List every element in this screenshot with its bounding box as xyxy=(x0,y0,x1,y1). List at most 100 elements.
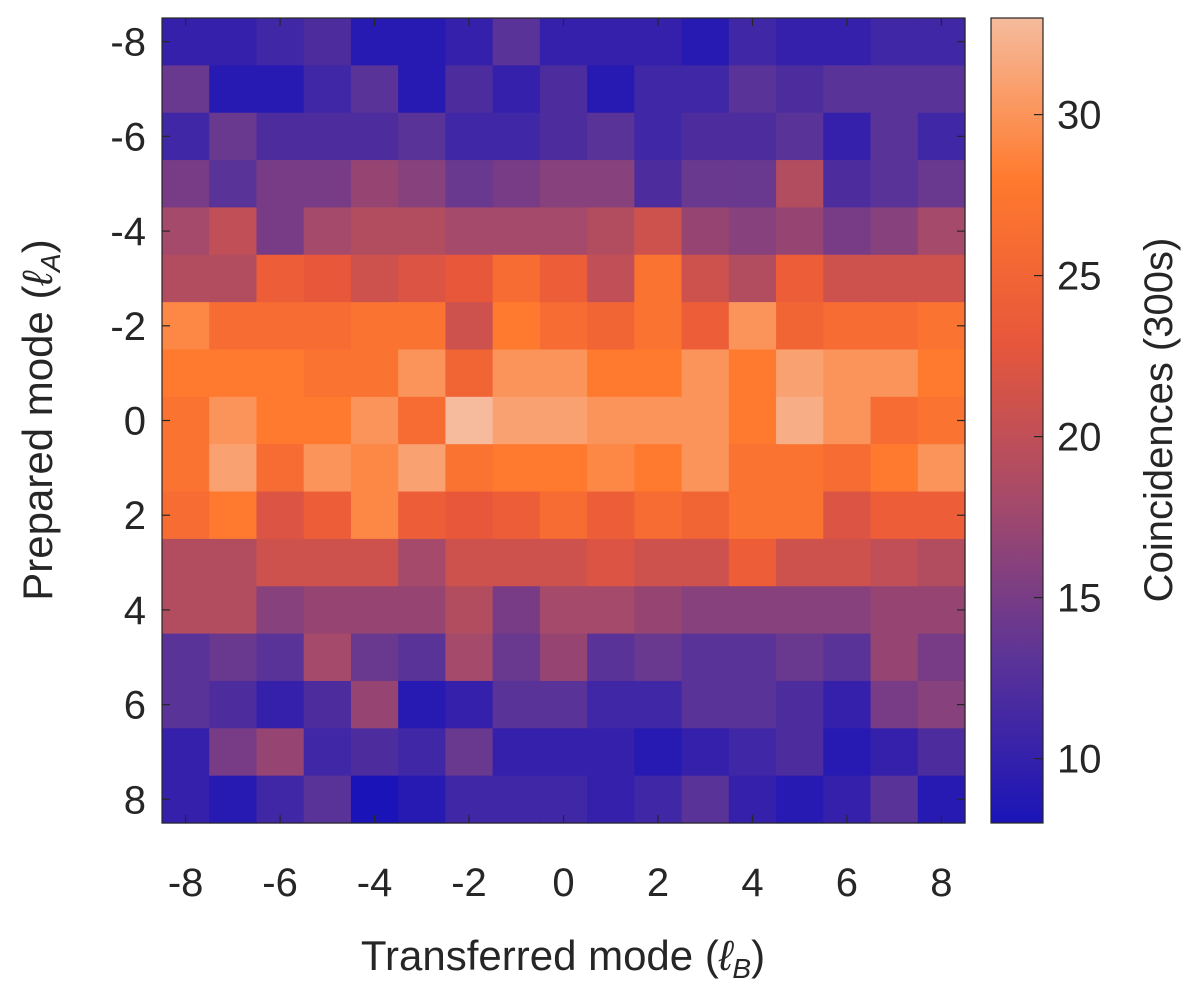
heatmap-cell xyxy=(539,160,588,209)
heatmap-cell xyxy=(492,396,541,445)
heatmap-cell xyxy=(681,207,730,256)
heatmap-cell xyxy=(870,491,919,540)
heatmap-cell xyxy=(303,396,352,445)
heatmap-cell xyxy=(587,112,635,161)
heatmap-cell xyxy=(445,207,494,256)
heatmap-cell xyxy=(776,65,824,114)
heatmap-cell xyxy=(209,633,258,682)
heatmap-cell xyxy=(539,112,588,161)
heatmap-cell xyxy=(539,349,588,398)
x-tick-label: -6 xyxy=(262,861,298,905)
heatmap-cell xyxy=(256,396,305,445)
heatmap-cell xyxy=(303,112,352,161)
heatmap-cell xyxy=(492,728,541,777)
heatmap-cell xyxy=(492,18,541,66)
heatmap-cell xyxy=(350,65,399,114)
heatmap-cell xyxy=(350,254,399,303)
heatmap-cell xyxy=(823,538,872,587)
heatmap-cell xyxy=(350,302,399,351)
heatmap-cell xyxy=(209,444,258,493)
heatmap-cell xyxy=(870,207,919,256)
heatmap-cell xyxy=(492,160,541,209)
x-tick-label: -4 xyxy=(357,861,393,905)
heatmap-cell xyxy=(776,775,824,824)
y-tick-label: 0 xyxy=(124,400,146,444)
heatmap-cell xyxy=(587,538,635,587)
heatmap-cell xyxy=(162,65,210,114)
heatmap-cell xyxy=(728,349,777,398)
y-tick-label: -6 xyxy=(110,115,146,159)
heatmap-cell xyxy=(823,160,872,209)
heatmap-cell xyxy=(209,302,258,351)
y-axis-label-sub: A xyxy=(35,253,66,274)
heatmap-cell xyxy=(634,633,683,682)
heatmap-cell xyxy=(445,538,494,587)
heatmap-cell xyxy=(870,775,919,824)
heatmap-cell xyxy=(728,207,777,256)
heatmap-cell xyxy=(634,586,683,635)
heatmap-cell xyxy=(539,254,588,303)
heatmap-cell xyxy=(256,160,305,209)
heatmap-cell xyxy=(209,538,258,587)
heatmap-cell xyxy=(539,444,588,493)
x-axis-label-symbol: ℓ xyxy=(718,932,735,979)
heatmap-cell xyxy=(823,65,872,114)
heatmap-cell xyxy=(634,396,683,445)
heatmap-cell xyxy=(587,680,635,729)
heatmap-cell xyxy=(303,775,352,824)
heatmap-cell xyxy=(398,302,447,351)
heatmap-cell xyxy=(917,444,966,493)
heatmap-cell xyxy=(209,491,258,540)
heatmap-cell xyxy=(776,680,824,729)
heatmap-cell xyxy=(823,491,872,540)
heatmap-cell xyxy=(445,586,494,635)
heatmap-cell xyxy=(587,254,635,303)
heatmap-cell xyxy=(445,302,494,351)
heatmap-cell xyxy=(823,728,872,777)
heatmap-cell xyxy=(776,444,824,493)
heatmap-cell xyxy=(587,207,635,256)
heatmap-cell xyxy=(776,112,824,161)
heatmap-cell xyxy=(209,775,258,824)
heatmap-cell xyxy=(870,538,919,587)
heatmap-cell xyxy=(303,586,352,635)
heatmap-cell xyxy=(303,18,352,66)
colorbar-tick-label: 25 xyxy=(1057,255,1102,299)
heatmap-cell xyxy=(776,491,824,540)
heatmap-cell xyxy=(917,254,966,303)
heatmap-cell xyxy=(303,65,352,114)
heatmap-cell xyxy=(917,728,966,777)
heatmap-cell xyxy=(634,538,683,587)
y-tick-label: -4 xyxy=(110,210,146,254)
heatmap-cell xyxy=(492,491,541,540)
heatmap-cell xyxy=(492,633,541,682)
heatmap-cell xyxy=(398,633,447,682)
heatmap-cell xyxy=(256,349,305,398)
heatmap-cell xyxy=(728,586,777,635)
heatmap-cell xyxy=(870,396,919,445)
heatmap-cell xyxy=(445,633,494,682)
heatmap-cell xyxy=(681,633,730,682)
heatmap-cell xyxy=(776,302,824,351)
heatmap-cell xyxy=(256,302,305,351)
heatmap-cell xyxy=(681,349,730,398)
colorbar-tick-label: 15 xyxy=(1057,577,1102,621)
heatmap-cell xyxy=(823,444,872,493)
heatmap-cell xyxy=(209,396,258,445)
heatmap-cell xyxy=(539,396,588,445)
heatmap-cell xyxy=(728,680,777,729)
y-tick-label: 8 xyxy=(124,778,146,822)
x-tick-label: 6 xyxy=(836,861,858,905)
heatmap-cell xyxy=(162,254,210,303)
heatmap-cell xyxy=(162,349,210,398)
heatmap-cell xyxy=(303,538,352,587)
heatmap-cell xyxy=(492,207,541,256)
heatmap-cell xyxy=(587,775,635,824)
heatmap-cell xyxy=(445,444,494,493)
colorbar xyxy=(990,17,1044,824)
heatmap-cell xyxy=(303,207,352,256)
heatmap-cell xyxy=(492,775,541,824)
heatmap-cell xyxy=(162,160,210,209)
heatmap-cell xyxy=(539,728,588,777)
heatmap-cell xyxy=(256,538,305,587)
